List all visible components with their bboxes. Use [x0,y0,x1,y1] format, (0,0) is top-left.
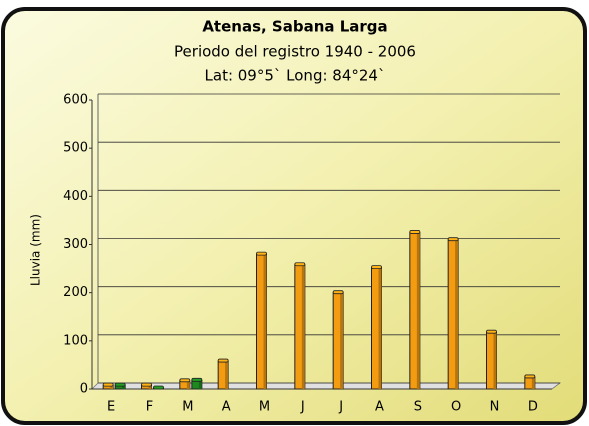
bar [524,374,536,390]
x-tick-label: J [338,400,343,415]
bar-part [217,358,229,363]
bar-part [198,380,202,389]
x-tick-label: E [107,400,115,415]
bar-part [524,374,536,379]
x-tick-label: D [528,400,538,415]
bar-part [179,378,191,383]
bar-part [141,382,152,387]
x-tick-label: N [490,400,500,415]
y-tick-label: 100 [63,333,88,348]
bar-part [486,329,497,334]
y-tick-label: 600 [63,93,88,108]
chart-subtitle: Periodo del registro 1940 - 2006 [174,43,416,61]
bar [256,251,267,390]
y-tick-label: 500 [63,141,88,156]
bar-part [301,264,305,389]
y-tick-label: 200 [63,285,88,300]
bar-part [416,232,420,389]
bar [294,262,306,390]
x-tick-label: S [414,400,422,415]
bar-part [493,332,497,389]
x-tick-label: A [222,400,231,415]
bar [102,382,114,390]
bar [179,378,191,390]
bar [371,265,382,390]
chart-annotation: Lat: 09°5` Long: 84°24` [205,67,386,85]
y-tick-label: 400 [63,189,88,204]
chart-title: Atenas, Sabana Larga [202,18,387,36]
x-tick-label: F [146,400,153,415]
bar-part [191,377,203,382]
bar-part [256,251,267,256]
bar-part [153,385,164,390]
bar-part [340,292,344,389]
bar [447,237,459,390]
bar-part [531,376,535,389]
bar-part [225,361,229,389]
bar-part [294,262,306,267]
y-tick-label: 300 [63,237,88,252]
bar [114,382,126,390]
bar [153,385,164,390]
x-tick-label: M [259,400,270,415]
x-tick-label: J [300,400,305,415]
bar-part [122,385,126,389]
bar-part [110,385,114,389]
bar-part [148,385,152,389]
bar-part [371,265,382,270]
bar-part [447,237,459,242]
x-tick-label: A [375,400,384,415]
panel [1,7,587,425]
bar-part [114,382,126,387]
bar [332,290,344,390]
x-tick-label: O [451,400,461,415]
bar [217,358,229,390]
bar-part [102,382,114,387]
bar-part [332,290,344,295]
bar-part [263,254,267,389]
bar [141,382,152,390]
bar [409,230,421,390]
bar-part [378,267,382,389]
bar-part [409,230,421,234]
x-tick-label: M [182,400,193,415]
bar [486,329,497,390]
bar [191,377,203,390]
bar-part [186,380,190,389]
y-axis-label: Lluvia (mm) [29,214,43,286]
bar-part [455,239,459,389]
y-tick-label: 0 [80,382,88,397]
